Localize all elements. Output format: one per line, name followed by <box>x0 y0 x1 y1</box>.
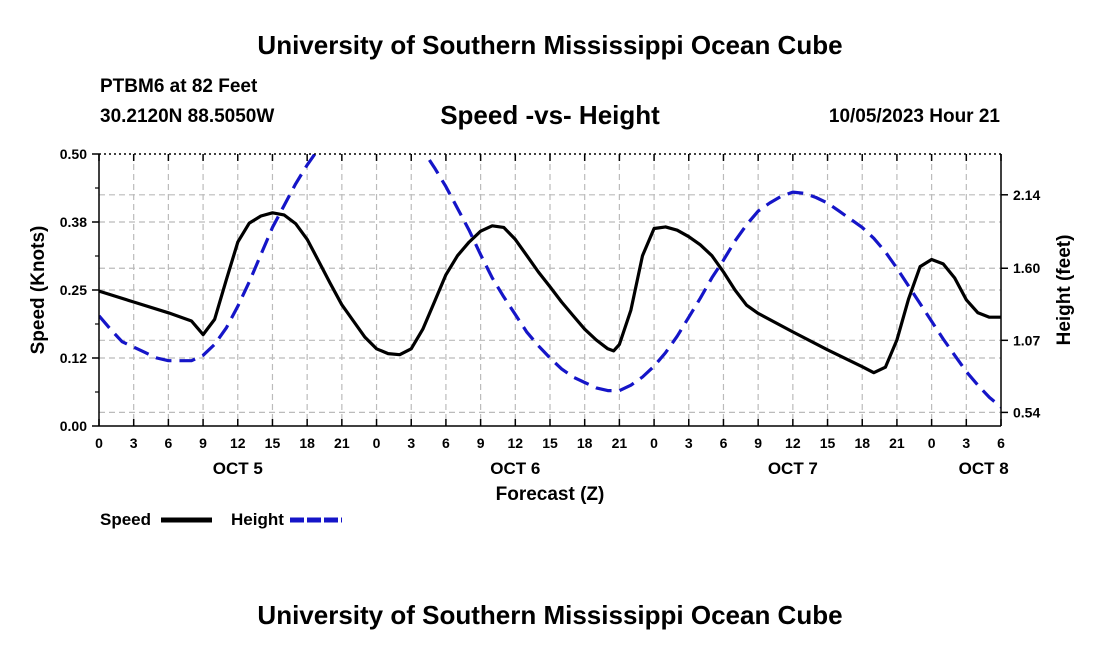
x-axis-label: Forecast (Z) <box>496 484 605 505</box>
y-axis-label: Speed (Knots) <box>28 226 49 355</box>
grid <box>99 154 1001 426</box>
x-tick-label: 3 <box>407 435 415 451</box>
x-tick-label: 0 <box>95 435 103 451</box>
x-tick-label: 18 <box>577 435 593 451</box>
day-label: OCT 6 <box>490 459 540 478</box>
x-tick-label: 9 <box>754 435 762 451</box>
height-series-line <box>99 154 1001 409</box>
x-tick-label: 21 <box>889 435 905 451</box>
x-tick-label: 12 <box>508 435 524 451</box>
y-tick-label: 0.38 <box>60 214 87 230</box>
speed-series-line <box>99 211 1001 375</box>
coordinates-label: 30.2120N 88.5050W <box>100 106 275 127</box>
legend: Speed Height <box>100 510 342 529</box>
x-tick-label: 0 <box>928 435 936 451</box>
day-label: OCT 5 <box>213 459 263 478</box>
y2-tick-label: 1.60 <box>1013 260 1040 276</box>
y-tick-label: 0.25 <box>60 282 87 298</box>
footer-title: University of Southern Mississippi Ocean… <box>257 600 843 630</box>
x-tick-label: 3 <box>685 435 693 451</box>
x-tick-label: 3 <box>130 435 138 451</box>
chart-title: Speed -vs- Height <box>440 100 660 130</box>
y2-axis-label: Height (feet) <box>1054 235 1075 346</box>
x-tick-label: 12 <box>785 435 801 451</box>
y-tick-label: 0.00 <box>60 418 87 434</box>
day-label: OCT 7 <box>768 459 818 478</box>
x-tick-label: 9 <box>477 435 485 451</box>
series-group <box>99 154 1001 409</box>
x-tick-label: 6 <box>442 435 450 451</box>
x-tick-label: 6 <box>720 435 728 451</box>
axes: 0 3 6 9 12 15 18 21 0 3 6 9 12 15 18 21 0 3 6 9 12 15 18 21 0 3 60… <box>60 146 1041 478</box>
x-tick-label: 9 <box>199 435 207 451</box>
axis-labels: Forecast (Z) Speed (Knots) Height (feet) <box>28 226 1075 505</box>
speed-height-chart: 0 3 6 9 12 15 18 21 0 3 6 9 12 15 18 21 0 3 6 9 12 15 18 21 0 3 60… <box>28 146 1075 529</box>
report-title: University of Southern Mississippi Ocean… <box>257 30 843 60</box>
x-tick-label: 21 <box>334 435 350 451</box>
x-tick-label: 15 <box>265 435 281 451</box>
x-tick-label: 18 <box>854 435 870 451</box>
y-tick-label: 0.12 <box>60 350 87 366</box>
x-tick-label: 0 <box>650 435 658 451</box>
legend-speed-label: Speed <box>100 510 151 529</box>
day-label: OCT 8 <box>959 459 1009 478</box>
x-tick-label: 15 <box>542 435 558 451</box>
x-tick-label: 21 <box>612 435 628 451</box>
x-tick-label: 3 <box>962 435 970 451</box>
x-tick-label: 6 <box>997 435 1005 451</box>
y2-tick-label: 2.14 <box>1013 187 1040 203</box>
x-tick-label: 12 <box>230 435 246 451</box>
x-tick-label: 15 <box>820 435 836 451</box>
y2-tick-label: 0.54 <box>1013 404 1040 420</box>
y-tick-label: 0.50 <box>60 146 87 162</box>
x-tick-label: 6 <box>164 435 172 451</box>
y2-tick-label: 1.07 <box>1013 332 1040 348</box>
station-label: PTBM6 at 82 Feet <box>100 76 258 97</box>
forecast-datetime: 10/05/2023 Hour 21 <box>828 106 1000 127</box>
legend-height-label: Height <box>231 510 284 529</box>
x-tick-label: 18 <box>299 435 315 451</box>
x-tick-label: 0 <box>373 435 381 451</box>
